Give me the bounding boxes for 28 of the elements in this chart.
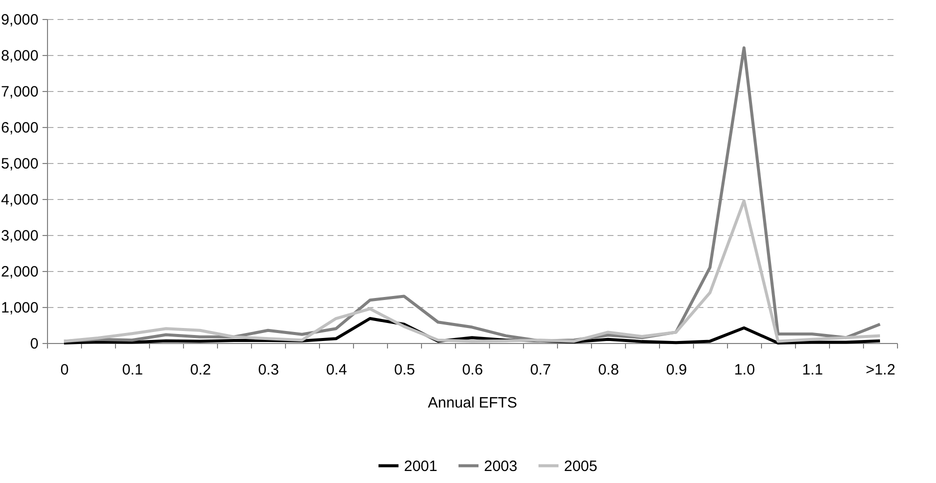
y-tick-label: 5,000	[0, 156, 38, 172]
x-axis-title: Annual EFTS	[428, 394, 518, 412]
y-tick-label: 6,000	[0, 120, 38, 136]
x-tick-label: 0	[60, 362, 69, 378]
y-tick-label: 4,000	[0, 192, 38, 208]
y-tick-label: 0	[30, 336, 38, 352]
y-tick-label: 2,000	[0, 264, 38, 280]
y-tick-label: 7,000	[0, 84, 38, 100]
x-tick-label: 0.2	[190, 362, 211, 378]
y-tick-label: 3,000	[0, 228, 38, 244]
y-tick-label: 1,000	[0, 300, 38, 316]
legend-label: 2001	[404, 458, 438, 475]
line-series	[62, 199, 882, 343]
y-tick-label: 9,000	[0, 12, 38, 28]
x-tick-label: 0.3	[258, 362, 279, 378]
x-tick-label: 0.6	[462, 362, 483, 378]
x-tick-label: 0.7	[530, 362, 551, 378]
legend-label: 2005	[564, 458, 598, 475]
x-tick-label: 0.9	[666, 362, 687, 378]
x-tick-label: >1.2	[866, 362, 896, 378]
x-tick-label: 0.1	[122, 362, 143, 378]
x-tick-label: 1.0	[734, 362, 755, 378]
legend-label: 2003	[484, 458, 518, 475]
x-tick-label: 0.4	[326, 362, 347, 378]
x-tick-label: 1.1	[802, 362, 823, 378]
x-tick-label: 0.5	[394, 362, 415, 378]
y-tick-label: 8,000	[0, 48, 38, 64]
x-tick-label: 0.8	[598, 362, 619, 378]
